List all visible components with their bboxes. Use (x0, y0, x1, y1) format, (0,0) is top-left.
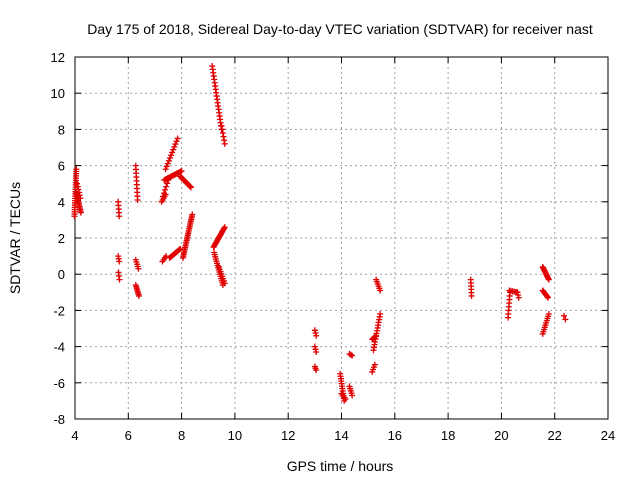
data-point (135, 265, 142, 272)
data-point (544, 293, 551, 300)
data-point (189, 211, 196, 218)
data-point (545, 276, 552, 283)
data-point (342, 396, 349, 403)
data-point (515, 292, 522, 299)
data-point (187, 183, 194, 190)
y-tick-label: -6 (53, 376, 65, 391)
data-point (349, 392, 356, 399)
data-point (515, 294, 522, 301)
data-point (77, 209, 84, 216)
data-point (545, 311, 552, 318)
x-tick-label: 8 (178, 428, 185, 443)
y-tick-label: 12 (51, 50, 65, 65)
x-tick-label: 4 (71, 428, 78, 443)
y-tick-label: 0 (58, 267, 65, 282)
x-tick-label: 18 (441, 428, 455, 443)
data-point (313, 367, 320, 374)
data-point (312, 330, 319, 337)
data-point (311, 343, 318, 350)
grid-lines (75, 57, 608, 419)
data-point (77, 195, 84, 202)
data-point (174, 135, 181, 142)
x-tick-label: 22 (547, 428, 561, 443)
y-tick-label: 6 (58, 159, 65, 174)
x-axis-label: GPS time / hours (287, 458, 394, 474)
data-point (173, 138, 180, 145)
data-point (166, 155, 173, 162)
data-point (171, 143, 178, 150)
data-point (221, 224, 228, 231)
data-point (221, 140, 228, 147)
data-point (377, 287, 384, 294)
data-point (164, 160, 171, 167)
data-point (73, 166, 80, 173)
y-tick-label: 10 (51, 86, 65, 101)
data-point (165, 157, 172, 164)
data-point (377, 311, 384, 318)
data-point (221, 225, 228, 232)
y-tick-label: -8 (53, 412, 65, 427)
data-point (162, 186, 169, 193)
y-tick-label: 8 (58, 122, 65, 137)
x-tick-label: 20 (494, 428, 508, 443)
data-point (312, 346, 319, 353)
data-point (371, 361, 378, 368)
data-point (116, 258, 123, 265)
chart-title: Day 175 of 2018, Sidereal Day-to-day VTE… (87, 21, 593, 37)
data-point (349, 352, 356, 359)
x-tick-label: 14 (334, 428, 348, 443)
data-point (545, 294, 552, 301)
y-axis-label: SDTVAR / TECUs (7, 182, 23, 294)
data-point (164, 180, 171, 187)
y-tick-label: -2 (53, 303, 65, 318)
data-point (347, 351, 354, 358)
x-tick-label: 6 (125, 428, 132, 443)
x-tick-label: 16 (388, 428, 402, 443)
data-point (116, 213, 123, 220)
data-point (561, 312, 568, 319)
x-tick-label: 12 (281, 428, 295, 443)
data-point (161, 190, 168, 197)
data-point (313, 332, 320, 339)
data-point (116, 276, 123, 283)
x-tick-label: 24 (601, 428, 615, 443)
axis-ticks (74, 56, 609, 420)
data-point (562, 316, 569, 323)
data-point (170, 146, 177, 153)
data-point (313, 349, 320, 356)
data-point (311, 327, 318, 334)
data-point (373, 332, 380, 339)
data-points (71, 63, 569, 404)
data-point (169, 149, 176, 156)
data-point (514, 289, 521, 296)
x-tick-label: 10 (228, 428, 242, 443)
data-point (165, 177, 172, 184)
y-tick-label: 4 (58, 195, 65, 210)
data-point (162, 166, 169, 173)
data-point (163, 163, 170, 170)
data-point (163, 183, 170, 190)
data-point (159, 193, 166, 200)
data-point (135, 292, 142, 299)
data-point (134, 196, 141, 203)
y-tick-label: -4 (53, 340, 65, 355)
data-point (176, 246, 183, 253)
x-tick-labels: 4 6 8 10 12 14 16 18 20 22 24 (71, 428, 615, 443)
data-point (168, 152, 175, 159)
data-point (221, 280, 228, 287)
y-tick-label: 2 (58, 231, 65, 246)
data-point (163, 253, 170, 260)
data-point (372, 333, 379, 340)
y-tick-labels: -8 -6 -4 -2 0 2 4 6 8 10 12 (51, 50, 65, 427)
data-point (178, 168, 185, 175)
data-point (468, 292, 475, 299)
data-point (172, 141, 179, 148)
data-point (187, 184, 194, 191)
